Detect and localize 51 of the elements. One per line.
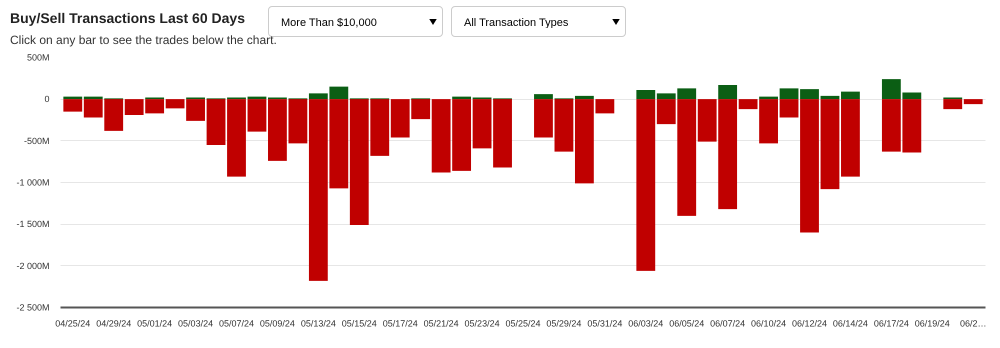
x-tick-label: 05/17/24 [382,318,418,329]
bar [636,90,656,100]
x-tick-label: 05/03/24 [178,318,214,329]
y-tick-label: -1 000M [16,178,50,188]
y-tick-label: -1 500M [16,219,50,230]
bar [943,99,962,110]
x-tick-label: 05/25/24 [505,318,541,329]
x-tick-label: 05/09/24 [260,318,295,329]
bar [390,99,410,138]
x-tick-label: 05/23/24 [464,318,500,329]
x-tick-label: 05/07/24 [218,318,254,329]
y-tick-label: -2 000M [16,260,50,271]
text: All Transaction Types [451,6,626,38]
bar [677,88,696,100]
bar [677,99,696,216]
bar [350,99,369,226]
bar [104,99,124,131]
bar [718,85,738,100]
x-tick-label: 05/29/24 [546,318,582,329]
y-tick-label: -500M [24,136,50,146]
chart-subtitle: Click on any bar to see the trades below the chart. [10,32,277,49]
bar [964,99,983,104]
x-tick-label: 05/31/24 [587,318,622,329]
x-tick-label: 05/21/24 [424,318,459,329]
y-tick-label: -2 500M [16,302,50,313]
bar [84,99,103,118]
x-tick-label: 06/12/24 [792,318,828,329]
text: More Than $10,000 [281,16,377,28]
x-tick-label: 05/01/24 [137,318,172,329]
bar [370,99,390,156]
bar [63,99,82,112]
chart-title: Buy/Sell Transactions Last 60 Days [10,10,245,26]
x-tick-label: 06/10/24 [751,318,786,329]
x-tick-label: 05/15/24 [342,318,377,329]
bar [84,96,103,100]
bar [656,93,676,100]
x-tick-label: 06/07/24 [710,318,746,329]
x-tick-label: 04/25/24 [55,318,90,329]
x-tick-label: 06/05/24 [669,318,704,329]
bar [636,99,656,271]
x-tick-label: 06/17/24 [874,318,909,329]
y-tick-label: 0 [44,94,50,104]
x-tick-label: 06/03/24 [628,318,664,329]
bar [656,99,676,124]
x-tick-label: 05/13/24 [300,318,336,329]
x-tick-label: 04/29/24 [96,318,132,329]
x-tick-label: 06/19/24 [914,318,950,329]
x-tick-label: 06/14/24 [832,318,868,329]
bar [63,96,82,100]
y-tick-label: 500M [26,52,50,63]
x-tick-label: 06/2… [960,318,986,329]
